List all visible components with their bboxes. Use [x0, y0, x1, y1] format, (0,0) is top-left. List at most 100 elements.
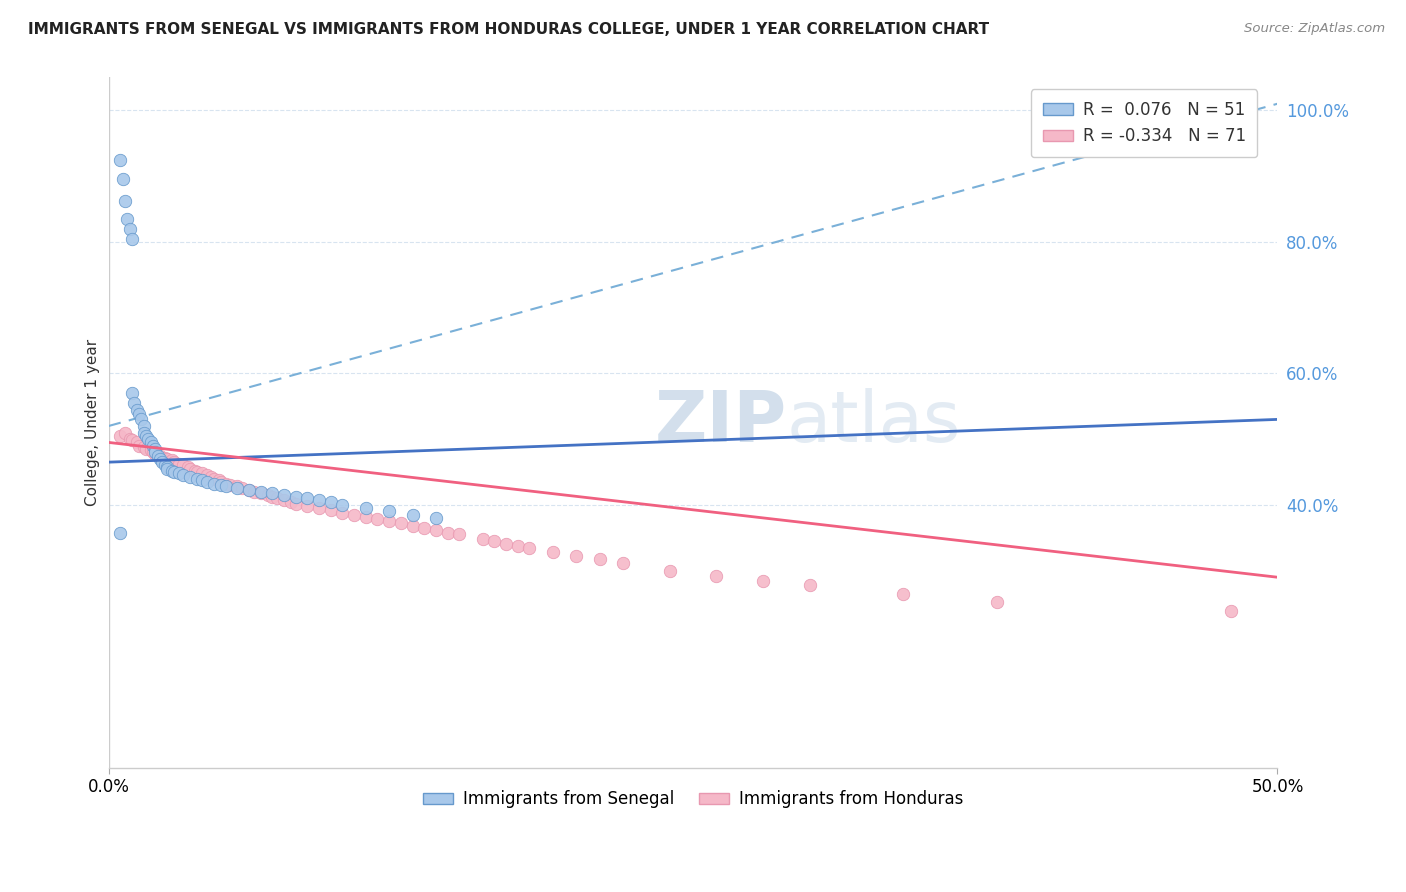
Point: [986, 595, 1008, 609]
Point: [209, 478, 232, 492]
Point: [142, 445, 165, 459]
Point: [121, 434, 143, 448]
Point: [1219, 604, 1241, 618]
Point: [413, 521, 436, 535]
Point: [706, 569, 728, 583]
Point: [118, 221, 141, 235]
Point: [167, 467, 190, 481]
Point: [160, 464, 183, 478]
Point: [142, 439, 165, 453]
Point: [332, 498, 354, 512]
Point: [191, 473, 214, 487]
Point: [111, 172, 134, 186]
Point: [167, 457, 190, 471]
Point: [354, 501, 377, 516]
Text: ZIP: ZIP: [654, 388, 786, 458]
Point: [231, 482, 253, 496]
Point: [262, 486, 284, 500]
Point: [612, 556, 634, 570]
Point: [139, 443, 162, 458]
Point: [238, 483, 260, 498]
Point: [163, 455, 186, 469]
Point: [186, 465, 208, 479]
Point: [658, 564, 681, 578]
Point: [308, 501, 330, 516]
Point: [284, 490, 307, 504]
Point: [378, 514, 401, 528]
Point: [249, 484, 271, 499]
Point: [297, 500, 319, 514]
Point: [145, 442, 167, 456]
Point: [138, 432, 160, 446]
Point: [149, 451, 172, 466]
Point: [207, 473, 229, 487]
Point: [249, 486, 271, 500]
Point: [565, 549, 588, 564]
Point: [366, 512, 388, 526]
Point: [125, 435, 148, 450]
Point: [110, 429, 132, 443]
Point: [425, 523, 447, 537]
Point: [343, 508, 366, 522]
Point: [354, 509, 377, 524]
Point: [266, 491, 288, 506]
Point: [131, 412, 153, 426]
Point: [139, 435, 162, 450]
Point: [124, 396, 146, 410]
Point: [184, 464, 207, 478]
Point: [332, 506, 354, 520]
Point: [132, 425, 155, 440]
Point: [256, 488, 278, 502]
Point: [202, 472, 225, 486]
Point: [121, 231, 143, 245]
Point: [156, 459, 179, 474]
Point: [319, 494, 342, 508]
Point: [114, 194, 136, 208]
Point: [163, 465, 186, 479]
Point: [191, 467, 214, 481]
Point: [214, 476, 236, 491]
Point: [149, 449, 172, 463]
Point: [132, 440, 155, 454]
Point: [280, 494, 302, 508]
Point: [541, 545, 564, 559]
Point: [284, 497, 307, 511]
Point: [135, 442, 157, 456]
Legend: Immigrants from Senegal, Immigrants from Honduras: Immigrants from Senegal, Immigrants from…: [416, 783, 970, 815]
Point: [519, 541, 541, 555]
Point: [262, 490, 284, 504]
Point: [378, 504, 401, 518]
Point: [752, 574, 775, 588]
Point: [226, 479, 249, 493]
Point: [495, 537, 517, 551]
Point: [153, 458, 176, 473]
Point: [110, 525, 132, 540]
Point: [588, 551, 610, 566]
Point: [177, 459, 200, 474]
Point: [135, 429, 157, 443]
Point: [118, 432, 141, 446]
Point: [425, 511, 447, 525]
Point: [160, 453, 183, 467]
Y-axis label: College, Under 1 year: College, Under 1 year: [86, 339, 100, 507]
Point: [114, 425, 136, 440]
Point: [436, 525, 458, 540]
Point: [179, 461, 201, 475]
Point: [209, 475, 232, 489]
Point: [153, 450, 176, 465]
Point: [484, 534, 506, 549]
Point: [128, 407, 150, 421]
Point: [273, 492, 295, 507]
Point: [121, 386, 143, 401]
Point: [242, 484, 264, 499]
Point: [186, 472, 208, 486]
Point: [389, 516, 412, 531]
Point: [219, 478, 242, 492]
Point: [799, 578, 821, 592]
Point: [117, 211, 139, 226]
Text: atlas: atlas: [786, 388, 960, 458]
Point: [202, 476, 225, 491]
Point: [273, 488, 295, 502]
Text: Source: ZipAtlas.com: Source: ZipAtlas.com: [1244, 22, 1385, 36]
Point: [195, 475, 218, 489]
